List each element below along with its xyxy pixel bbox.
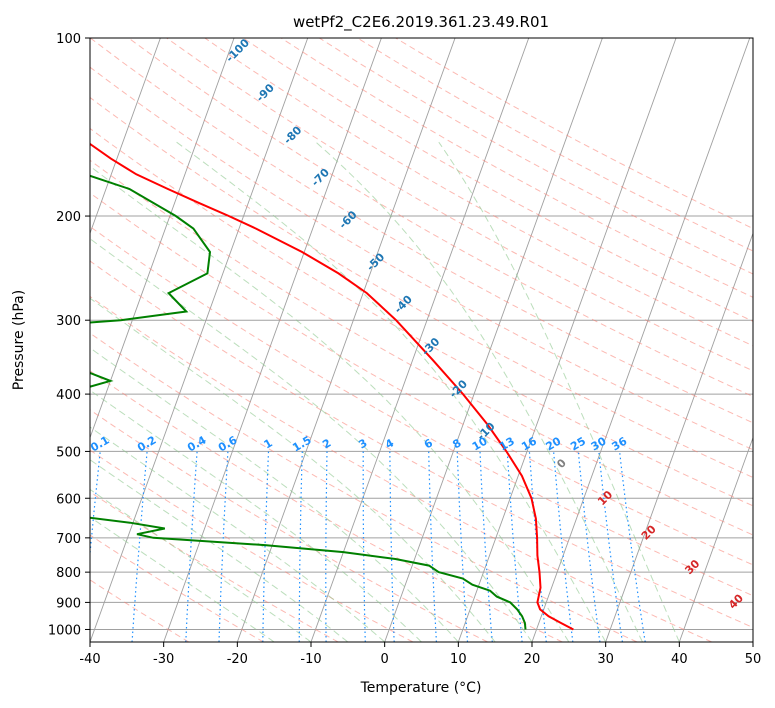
x-tick-label: -40 bbox=[79, 652, 100, 667]
temperature-profile bbox=[90, 142, 574, 631]
mixing-ratio-line bbox=[506, 451, 523, 642]
mixing-ratio-line bbox=[598, 451, 623, 642]
x-tick-label: 0 bbox=[381, 652, 389, 667]
x-tick-label: 50 bbox=[745, 652, 762, 667]
moist-adiabat-line bbox=[90, 459, 349, 642]
x-tick-label: 20 bbox=[524, 652, 541, 667]
mixing-ratio-line bbox=[389, 451, 395, 642]
mixing-ratio-line bbox=[428, 451, 437, 642]
x-axis-label: Temperature (°C) bbox=[360, 680, 482, 696]
dry-adiabat-line bbox=[90, 192, 753, 566]
mixing-ratio-line bbox=[577, 451, 601, 642]
isotherm-line bbox=[90, 38, 161, 235]
isotherm-line bbox=[90, 38, 235, 439]
x-tick-label: -30 bbox=[153, 652, 174, 667]
isotherm-line bbox=[678, 436, 753, 642]
y-tick-label: 900 bbox=[56, 596, 81, 611]
dry-adiabat-line bbox=[204, 38, 753, 347]
chart-title: wetPf2_C2E6.2019.361.23.49.R01 bbox=[293, 13, 549, 32]
y-axis-label: Pressure (hPa) bbox=[11, 290, 27, 390]
dry-adiabat-line bbox=[90, 159, 753, 536]
moist-adiabat-line bbox=[90, 238, 533, 642]
x-axis: -40 -30 -20 -10 0 10 20 30 40 50 bbox=[79, 642, 761, 667]
moist-adiabat-line bbox=[438, 141, 680, 642]
dry-adiabat-line bbox=[90, 370, 563, 642]
moist-adiabat-line bbox=[90, 347, 459, 642]
dry-adiabat-line bbox=[90, 491, 339, 642]
dry-adiabat-line bbox=[166, 38, 753, 372]
dry-adiabat-line bbox=[90, 66, 753, 451]
y-tick-label: 1000 bbox=[48, 623, 81, 638]
moist-adiabat-line bbox=[315, 141, 643, 642]
x-tick-label: -10 bbox=[300, 652, 321, 667]
dry-adiabat-line bbox=[90, 38, 753, 424]
x-tick-label: -20 bbox=[227, 652, 248, 667]
profile-lines bbox=[90, 142, 574, 631]
isotherm-line bbox=[384, 38, 603, 642]
y-tick-label: 700 bbox=[56, 532, 81, 547]
isotherm-line bbox=[605, 231, 753, 642]
dry-adiabat-line bbox=[90, 534, 264, 642]
moist-adiabat-line bbox=[90, 389, 422, 642]
moist-adiabat-line bbox=[176, 141, 607, 642]
x-tick-label: 30 bbox=[597, 652, 614, 667]
y-tick-label: 200 bbox=[56, 210, 81, 225]
y-tick-label: 600 bbox=[56, 492, 81, 507]
moist-adiabat-line bbox=[90, 426, 386, 642]
mixing-ratio-line bbox=[456, 451, 469, 642]
isotherm-line bbox=[531, 38, 751, 642]
y-tick-label: 300 bbox=[56, 314, 81, 329]
x-tick-label: 40 bbox=[671, 652, 688, 667]
dry-adiabat-line bbox=[90, 409, 488, 642]
plot-frame bbox=[89, 37, 754, 643]
y-tick-label: 800 bbox=[56, 566, 81, 581]
mixing-ratio-line bbox=[528, 451, 547, 642]
y-tick-label: 400 bbox=[56, 388, 81, 403]
y-tick-label: 500 bbox=[56, 445, 81, 460]
mixing-ratio-line bbox=[131, 451, 148, 642]
mixing-ratio-line bbox=[298, 451, 303, 642]
dry-adiabat-line bbox=[90, 225, 753, 597]
mixing-ratio-line bbox=[325, 451, 328, 642]
mixing-ratio-line bbox=[218, 451, 229, 642]
dry-adiabat-line bbox=[90, 295, 712, 642]
mixing-ratio-line bbox=[185, 451, 198, 642]
dry-adiabat-line bbox=[90, 127, 753, 507]
moist-adiabat-line bbox=[90, 488, 312, 642]
y-axis: 100 200 300 400 500 600 700 800 900 1000 bbox=[48, 32, 90, 638]
dry-adiabat-line bbox=[90, 260, 753, 629]
dewpoint-profile bbox=[90, 174, 527, 630]
moist-adiabat-line bbox=[90, 165, 570, 642]
mixing-ratio-line bbox=[262, 451, 270, 642]
mixing-ratio-line bbox=[362, 451, 366, 642]
isotherm-line bbox=[236, 38, 456, 642]
x-tick-label: 10 bbox=[450, 652, 467, 667]
mixing-ratio-line bbox=[619, 451, 646, 642]
isotherm-line bbox=[457, 38, 677, 642]
y-tick-label: 100 bbox=[56, 32, 81, 47]
mixing-ratio-line bbox=[553, 451, 574, 642]
moist-adiabat-line bbox=[90, 516, 275, 642]
mixing-ratio-line bbox=[479, 451, 493, 642]
